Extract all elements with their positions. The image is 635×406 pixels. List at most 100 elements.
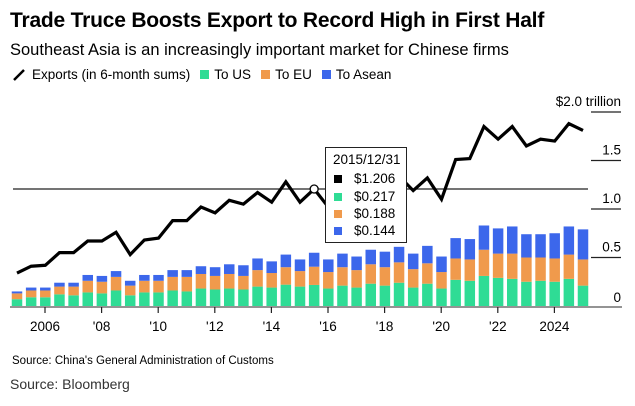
bar-segment-to-eu — [436, 272, 447, 289]
bar-segment-to-us — [478, 275, 490, 306]
bar-segment-to-us — [181, 291, 193, 306]
legend-label-exports: Exports (in 6-month sums) — [32, 67, 191, 82]
bar-segment-to-us — [407, 287, 419, 306]
line-series-icon — [13, 68, 25, 81]
x-tick-label: 2024 — [539, 319, 570, 334]
bar-segment-to-eu — [450, 258, 461, 280]
bar-segment-to-us — [379, 285, 391, 306]
x-tick-label: '18 — [376, 319, 394, 334]
bar-segment-to-us — [450, 279, 461, 306]
bar-segment-to-eu — [549, 258, 560, 282]
legend: Exports (in 6-month sums) To US To EU To… — [12, 67, 401, 82]
bar-segment-to-us — [308, 284, 320, 306]
source-secondary: Source: Bloomberg — [10, 376, 130, 392]
bar-segment-to-asean — [393, 246, 405, 263]
bar-segment-to-asean — [40, 287, 51, 291]
bar-segment-to-eu — [365, 264, 376, 284]
bar-segment-to-asean — [521, 234, 532, 258]
bar-segment-to-asean — [535, 234, 546, 258]
bar-segment-to-asean — [167, 270, 178, 277]
bar-segment-to-eu — [422, 263, 433, 284]
bar-segment-to-eu — [25, 290, 37, 298]
bar-segment-to-eu — [379, 267, 391, 286]
bar-segment-to-eu — [96, 281, 108, 294]
bar-segment-to-eu — [181, 276, 193, 292]
bar-segment-to-us — [195, 288, 207, 306]
x-tick-label: '20 — [432, 319, 450, 334]
legend-label-us: To US — [214, 67, 252, 82]
bar-segment-to-us — [351, 287, 362, 306]
bar-segment-to-asean — [124, 280, 136, 286]
bar-segment-to-asean — [549, 233, 560, 259]
bar-segment-to-asean — [323, 259, 334, 273]
bar-segment-to-eu — [351, 270, 362, 288]
bar-segment-to-asean — [337, 253, 348, 268]
bar-segment-to-eu — [68, 286, 79, 296]
x-tick-label: '16 — [319, 319, 337, 334]
bar-segment-to-us — [535, 280, 546, 306]
bar-segment-to-us — [323, 288, 334, 306]
bar-segment-to-asean — [82, 274, 93, 281]
tooltip-value-eu: $0.188 — [354, 206, 396, 221]
bar-segment-to-asean — [563, 226, 575, 255]
bar-segment-to-asean — [96, 275, 108, 282]
tooltip-swatch-asean — [334, 226, 342, 235]
legend-label-eu: To EU — [275, 67, 312, 82]
bar-segment-to-asean — [379, 251, 391, 268]
x-tick-label: '08 — [93, 319, 111, 334]
y-tick-label: 1.0 — [602, 191, 621, 206]
bar-segment-to-us — [464, 280, 476, 306]
bar-segment-to-eu — [294, 271, 306, 287]
bar-segment-to-asean — [351, 256, 362, 271]
bar-segment-to-eu — [507, 253, 518, 279]
tooltip-row-us: $0.217 — [334, 189, 395, 204]
bar-segment-to-eu — [478, 249, 490, 276]
bar-segment-to-asean — [252, 258, 263, 271]
bar-segment-to-eu — [337, 267, 348, 286]
bar-segment-to-us — [153, 292, 164, 306]
bar-segment-to-eu — [124, 285, 136, 296]
legend-item-us: To US — [200, 67, 251, 82]
bar-segment-to-us — [337, 285, 348, 306]
bar-segment-to-us — [266, 287, 277, 306]
x-tick-label: 2006 — [30, 319, 60, 334]
bar-segment-to-eu — [266, 273, 277, 288]
hover-point-marker — [309, 184, 319, 194]
bar-segment-to-eu — [167, 276, 178, 291]
bar-segment-to-us — [436, 288, 447, 306]
bar-segment-to-eu — [153, 280, 164, 293]
bar-segment-to-asean — [280, 254, 292, 268]
tooltip-swatch-eu — [334, 209, 342, 218]
bar-segment-to-us — [110, 290, 122, 306]
chart-plot[interactable]: 0 0.5 1.0 1.5 $2.0 trillion 2006 '08 '10 '12 '14… — [0, 84, 635, 344]
bar-segment-to-asean — [407, 253, 419, 270]
bar-segment-to-us — [82, 292, 93, 306]
y-tick-label: 0 — [613, 290, 621, 305]
bar-segment-to-asean — [492, 228, 504, 254]
tooltip-value-asean: $0.144 — [354, 223, 396, 238]
bar-segment-to-eu — [82, 280, 93, 293]
bar-segment-to-eu — [11, 293, 23, 300]
y-axis: 0 0.5 1.0 1.5 $2.0 trillion — [556, 94, 621, 305]
bar-segment-to-eu — [40, 290, 51, 298]
tooltip-row-eu: $0.188 — [334, 206, 395, 221]
bar-segment-to-asean — [507, 226, 518, 254]
bar-segment-to-us — [521, 281, 532, 306]
tooltip-value-exports: $1.206 — [354, 171, 396, 186]
bar-segment-to-asean — [54, 282, 65, 287]
bar-segment-to-eu — [195, 273, 207, 289]
legend-swatch-eu — [261, 70, 271, 79]
bar-segment-to-us — [224, 288, 235, 306]
tooltip-value-us: $0.217 — [354, 189, 396, 204]
bar-segment-to-asean — [464, 239, 476, 260]
hover-tooltip: 2015/12/31 $1.206 $0.217 $0.188 $0.144 — [325, 147, 407, 243]
bar-segment-to-asean — [195, 266, 207, 274]
chart-title: Trade Truce Boosts Export to Record High… — [10, 9, 545, 32]
bar-segment-to-us — [54, 294, 65, 306]
bar-segment-to-us — [563, 278, 575, 306]
exports-line-group — [16, 121, 584, 275]
bar-segment-to-eu — [492, 253, 504, 278]
y-tick-label: $2.0 trillion — [556, 94, 621, 109]
y-tick-label: 0.5 — [602, 240, 621, 255]
legend-swatch-us — [200, 70, 210, 79]
